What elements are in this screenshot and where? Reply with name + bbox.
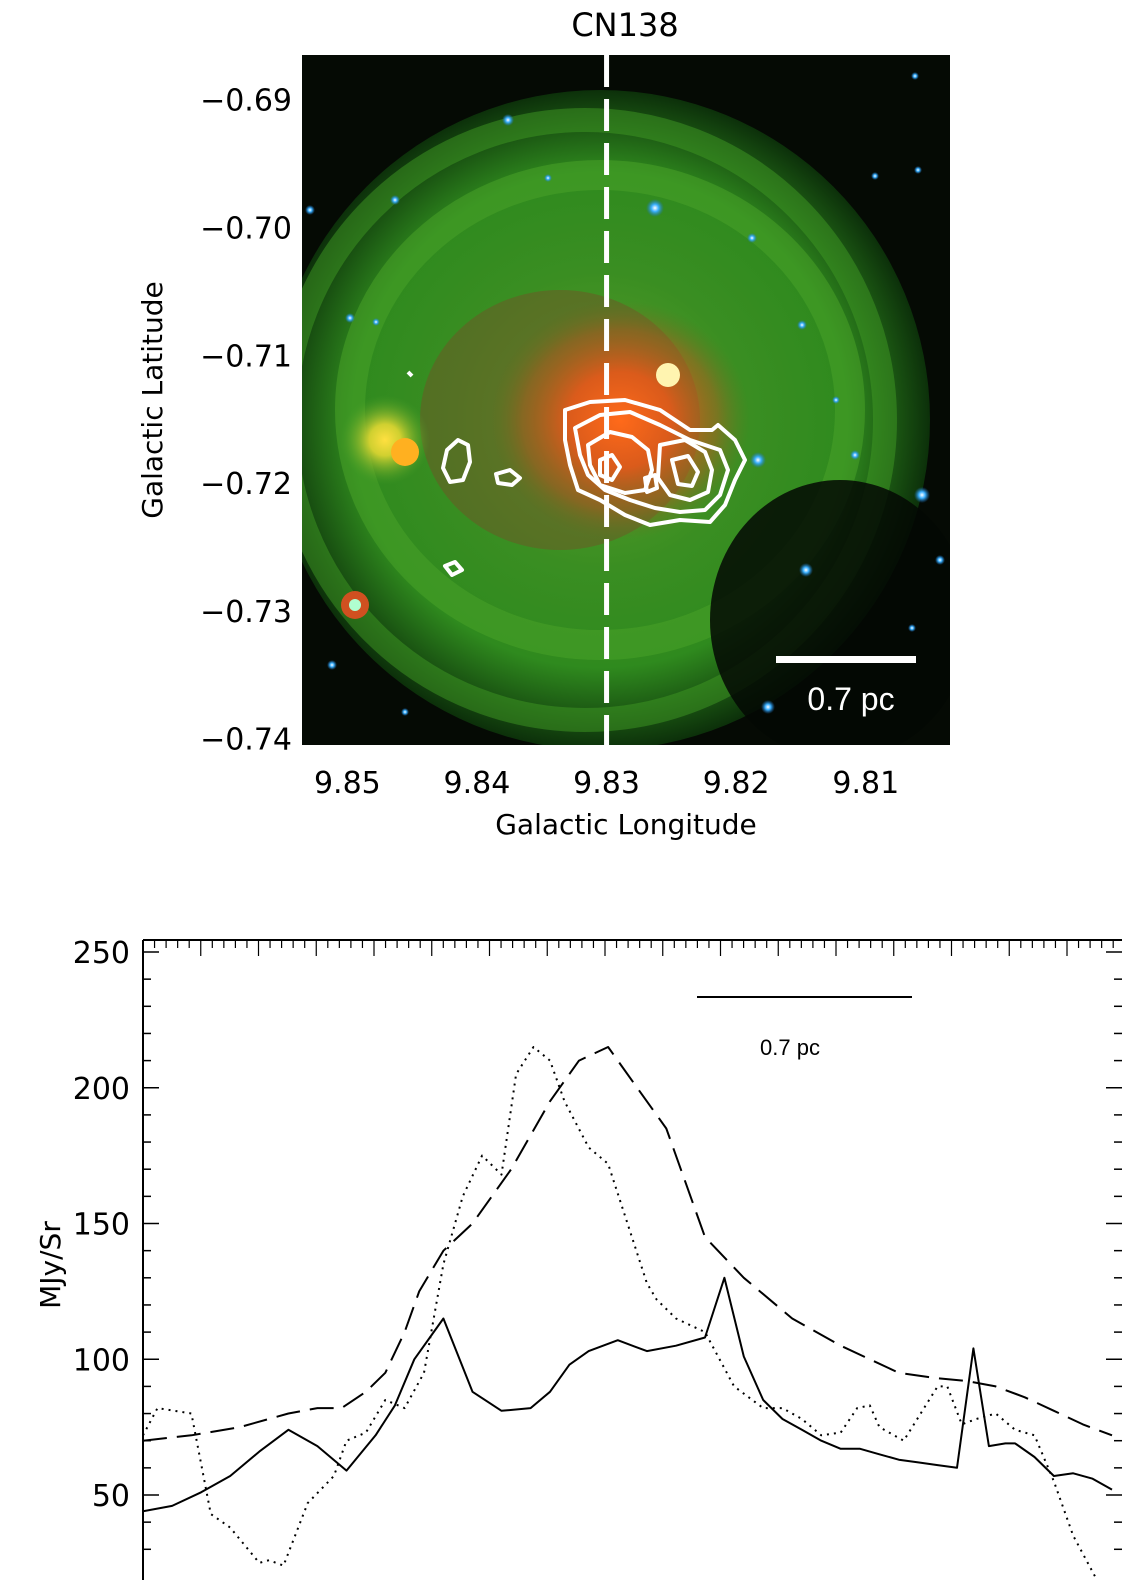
- contour-level-2: [573, 410, 730, 514]
- yellow-source-left: [340, 395, 430, 485]
- star: [544, 174, 552, 182]
- contour-level-5: [643, 473, 659, 494]
- red-source-lower-left-core: [349, 599, 361, 611]
- star: [797, 320, 807, 330]
- contour-level-1: [563, 398, 747, 527]
- series-dotted-line: [143, 1046, 1099, 1580]
- shell-ring-outer: [302, 108, 897, 732]
- contour-lines: [406, 370, 747, 577]
- contour-level-3: [586, 430, 654, 495]
- star: [799, 563, 813, 577]
- star: [747, 233, 757, 243]
- image-y-tick-label: −0.72: [200, 467, 292, 502]
- bright-source-center: [656, 363, 680, 387]
- contour-level-3b: [656, 438, 714, 502]
- star: [908, 624, 916, 632]
- image-x-axis-title: Galactic Longitude: [495, 808, 757, 841]
- field-stars: [305, 72, 945, 716]
- contour-level-4: [598, 453, 622, 482]
- star: [502, 114, 514, 126]
- star: [390, 195, 400, 205]
- scale-bar-label: 0.7 pc: [807, 681, 894, 717]
- plot-frame: [142, 939, 1122, 1580]
- star: [372, 318, 380, 326]
- star: [761, 700, 775, 714]
- scale-bar-line: [776, 656, 916, 663]
- image-y-axis-title: Galactic Latitude: [136, 281, 169, 518]
- star: [401, 708, 409, 716]
- contour-blob-left: [441, 438, 472, 484]
- series-solid-line: [143, 1276, 1113, 1513]
- star: [646, 199, 664, 217]
- image-x-tick-label: 9.85: [314, 766, 381, 801]
- image-scale-bar: 0.7 pc: [776, 656, 916, 717]
- star: [832, 396, 840, 404]
- contour-blob-small: [494, 468, 522, 487]
- plot-y-tick-label: 150: [73, 1208, 130, 1243]
- star: [345, 313, 355, 323]
- star: [305, 205, 315, 215]
- shell-ring-inner: [335, 160, 865, 660]
- contour-level-4b: [670, 454, 700, 488]
- contour-blob-lower: [443, 560, 464, 577]
- star: [850, 450, 860, 460]
- plot-ticks: [142, 940, 1122, 1551]
- plot-y-tick-label: 200: [73, 1072, 130, 1107]
- plot-y-tick-labels: 50 100 150 200 250: [73, 936, 130, 1514]
- image-y-tick-label: −0.69: [200, 84, 292, 119]
- plot-y-tick-label: 50: [92, 1479, 130, 1514]
- image-x-tick-label: 9.81: [832, 766, 899, 801]
- plot-series: [143, 1046, 1113, 1580]
- image-x-tick-label: 9.84: [444, 766, 511, 801]
- star: [914, 487, 930, 503]
- image-x-tick-label: 9.82: [703, 766, 770, 801]
- image-x-tick-label: 9.83: [573, 766, 640, 801]
- contour-speck: [406, 370, 414, 378]
- image-title: CN138: [571, 6, 678, 44]
- dark-lane: [710, 480, 950, 745]
- image-y-tick-label: −0.73: [200, 595, 292, 630]
- star: [911, 72, 919, 80]
- star: [935, 555, 945, 565]
- plot-y-tick-label: 100: [73, 1343, 130, 1378]
- image-y-tick-label: −0.74: [200, 723, 292, 758]
- image-y-tick-label: −0.71: [200, 339, 292, 374]
- image-y-tick-labels: −0.69 −0.70 −0.71 −0.72 −0.73 −0.74: [200, 84, 292, 758]
- image-y-tick-label: −0.70: [200, 212, 292, 247]
- bright-source-left: [391, 438, 419, 466]
- plot-y-axis-title: MJy/Sr: [34, 1221, 67, 1309]
- star: [914, 166, 922, 174]
- plot-scale-bar: 0.7 pc: [697, 996, 912, 1060]
- plot-scale-bar-label: 0.7 pc: [760, 1035, 820, 1060]
- star: [750, 452, 766, 468]
- plot-y-tick-label: 250: [73, 936, 130, 971]
- star: [871, 172, 879, 180]
- red-emission-core: [490, 300, 750, 540]
- image-x-tick-labels: 9.85 9.84 9.83 9.82 9.81: [314, 766, 899, 801]
- star: [327, 660, 337, 670]
- image-panel: 0.7 pc: [302, 55, 950, 745]
- series-dashed-line: [143, 1046, 1113, 1442]
